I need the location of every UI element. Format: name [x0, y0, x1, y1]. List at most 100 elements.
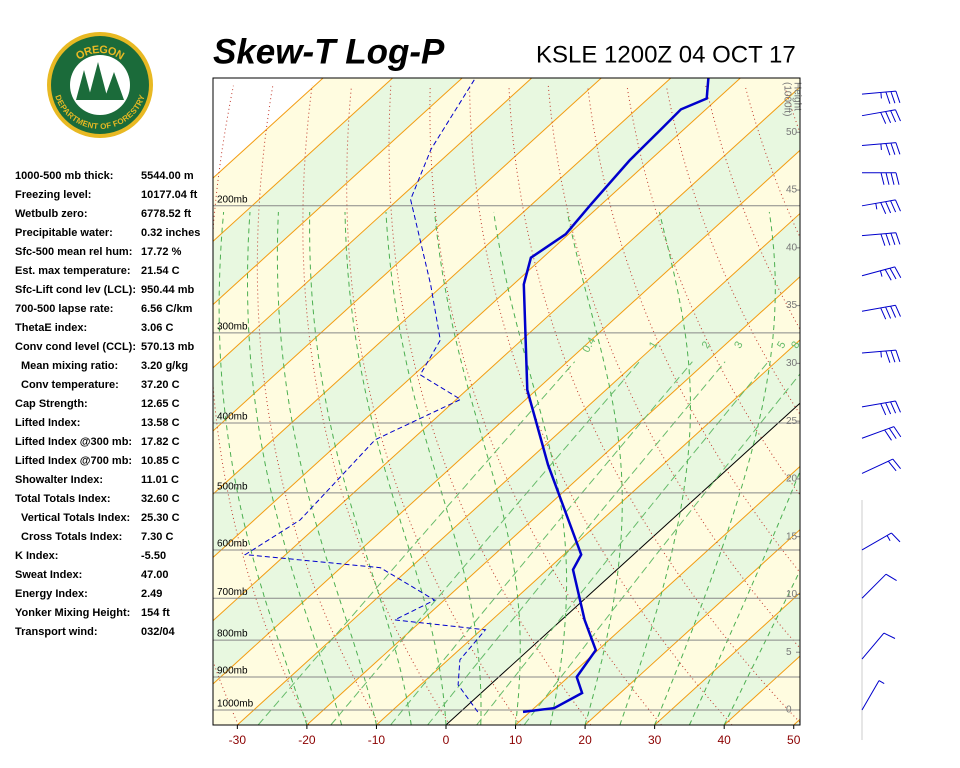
- y2-tick-label: 20: [786, 474, 798, 485]
- moist-adiabat: [276, 211, 377, 725]
- x-tick-label: 20: [578, 733, 592, 747]
- y-tick-label: 400mb: [217, 412, 248, 423]
- y2-tick-label: 40: [786, 242, 798, 253]
- wind-barb: [861, 573, 897, 599]
- stat-value: 17.82 C: [141, 436, 180, 448]
- stat-label: Lifted Index @700 mb:: [15, 455, 132, 467]
- x-tick-label: 50: [787, 733, 801, 747]
- dry-adiabat: [508, 85, 800, 724]
- wind-barb: [861, 632, 896, 660]
- isotherm: [213, 78, 533, 369]
- mixing-ratio-label: 8: [789, 339, 802, 350]
- x-tick-label: 30: [648, 733, 662, 747]
- dry-adiabat: [469, 85, 733, 725]
- stat-label: 700-500 lapse rate:: [15, 303, 113, 315]
- x-tick-label: 0: [443, 733, 450, 747]
- stat-value: 17.72 %: [141, 246, 182, 258]
- moist-adiabat: [654, 211, 776, 725]
- stat-value: 6778.52 ft: [141, 208, 191, 220]
- mixing-ratio-line: [427, 361, 726, 725]
- mixing-ratio-label: 5: [775, 339, 788, 350]
- stat-label: Est. max temperature:: [15, 265, 131, 277]
- isotherm: [237, 212, 800, 725]
- dry-adiabat: [863, 86, 960, 725]
- stat-value: 032/04: [141, 626, 176, 638]
- wind-barb: [861, 266, 902, 281]
- stat-label: Sweat Index:: [15, 569, 82, 581]
- isotherm: [213, 78, 393, 242]
- y2-tick-label: 5: [786, 647, 792, 658]
- y2-axis-label: Height: [791, 82, 802, 111]
- chart-title: Skew-T Log-P: [213, 32, 445, 71]
- wind-barb: [861, 199, 901, 215]
- band: [213, 78, 800, 621]
- stat-label: Cross Totals Index:: [21, 531, 122, 543]
- mixing-ratio-label: 1: [647, 339, 660, 350]
- y2-tick-label: 45: [786, 185, 798, 196]
- stat-label: ThetaE index:: [15, 322, 87, 334]
- moist-adiabat: [247, 211, 343, 725]
- stat-value: 47.00: [141, 569, 169, 581]
- band: [213, 150, 800, 725]
- moist-adiabat: [688, 470, 800, 725]
- moist-adiabat: [434, 211, 521, 725]
- stat-label: Wetbulb zero:: [15, 208, 88, 220]
- temperature-line: [522, 78, 710, 714]
- moist-adiabat: [619, 211, 692, 725]
- wind-barb: [861, 304, 901, 320]
- y-tick-label: 600mb: [217, 539, 248, 550]
- wind-barb: [861, 232, 901, 246]
- y-tick-label: 800mb: [217, 629, 248, 640]
- stat-label: 1000-500 mb thick:: [15, 170, 113, 182]
- stat-value: 21.54 C: [141, 265, 180, 277]
- stat-label: Precipitable water:: [15, 227, 113, 239]
- stat-value: 6.56 C/km: [141, 303, 193, 315]
- stat-value: 570.13 mb: [141, 341, 194, 353]
- stat-label: Vertical Totals Index:: [21, 512, 130, 524]
- plot-area: [213, 78, 960, 725]
- stat-label: Showalter Index:: [15, 474, 103, 486]
- stat-value: 10.85 C: [141, 455, 180, 467]
- stat-label: Yonker Mixing Height:: [15, 607, 130, 619]
- stat-label: Energy Index:: [15, 588, 88, 600]
- isotherm: [584, 528, 800, 725]
- wind-barb: [861, 532, 901, 551]
- dry-adiabat: [903, 86, 960, 725]
- wind-barb: [861, 680, 885, 711]
- isotherm: [213, 78, 602, 432]
- isotherm: [654, 592, 800, 725]
- moist-adiabat: [218, 211, 308, 725]
- stat-value: 32.60 C: [141, 493, 180, 505]
- y2-axis-label: (1000ft): [781, 82, 792, 116]
- stat-label: Freezing level:: [15, 189, 91, 201]
- isotherm: [445, 402, 800, 725]
- mixing-ratio-label: 3: [732, 339, 745, 350]
- stat-value: 11.01 C: [141, 474, 179, 486]
- isotherm: [793, 718, 800, 725]
- stat-value: 5544.00 m: [141, 170, 194, 182]
- mixing-ratio-line: [476, 361, 769, 725]
- stat-value: 154 ft: [141, 607, 170, 619]
- wind-barb: [861, 142, 901, 156]
- stat-value: 10177.04 ft: [141, 189, 198, 201]
- stat-value: 2.49: [141, 588, 162, 600]
- wind-barb: [861, 90, 901, 104]
- logo-trees: [76, 62, 124, 100]
- stat-label: K Index:: [15, 550, 58, 562]
- x-tick-label: 40: [718, 733, 732, 747]
- x-tick-label: -20: [298, 733, 316, 747]
- isotherm: [376, 339, 800, 725]
- stat-value: 25.30 C: [141, 512, 180, 524]
- stat-value: -5.50: [141, 550, 166, 562]
- isotherm: [515, 465, 800, 725]
- stat-value: 37.20 C: [141, 379, 180, 391]
- y2-tick-label: 10: [786, 589, 798, 600]
- stat-value: 13.58 C: [141, 417, 180, 429]
- dry-adiabat: [388, 85, 592, 725]
- band: [213, 86, 800, 684]
- y-tick-label: 1000mb: [217, 699, 254, 710]
- stat-label: Conv temperature:: [21, 379, 119, 391]
- y2-tick-label: 30: [786, 358, 798, 369]
- stat-value: 3.20 g/kg: [141, 360, 188, 372]
